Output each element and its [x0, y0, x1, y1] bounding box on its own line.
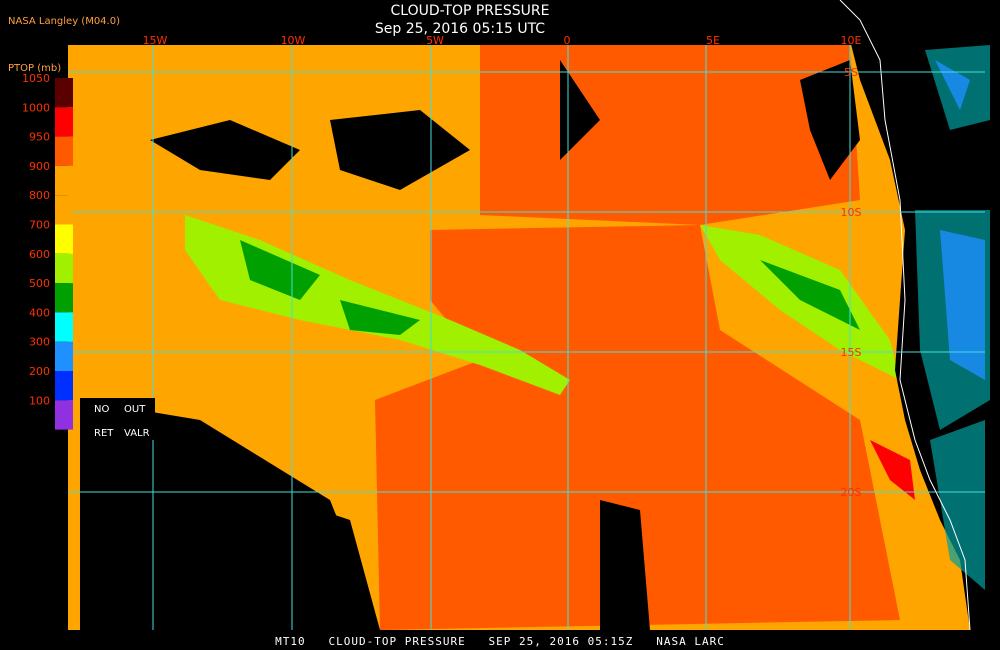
longitude-label: 5W [426, 34, 444, 47]
legend-tick-label: 1050 [22, 72, 50, 85]
longitude-label: 15W [143, 34, 168, 47]
longitude-label: 10E [841, 34, 862, 47]
legend-swatch [55, 283, 73, 313]
footer-bg [150, 633, 850, 650]
legend-swatch [55, 341, 73, 371]
legend-box: OUT [124, 404, 146, 415]
longitude-label: 10W [281, 34, 306, 47]
legend-swatch [55, 312, 73, 342]
legend-swatch [55, 224, 73, 254]
legend-title: PTOP (mb) [8, 63, 61, 74]
legend-swatch [55, 107, 73, 137]
legend-box: NO [94, 404, 109, 415]
latitude-label: 10S [841, 206, 862, 219]
legend-tick-label: 950 [29, 131, 50, 144]
legend-box: RET [94, 428, 114, 439]
graticule [68, 45, 985, 630]
longitude-label: 0 [564, 34, 571, 47]
legend-tick-label: 700 [29, 219, 50, 232]
legend-swatch [55, 78, 73, 108]
legend-tick-label: 300 [29, 336, 50, 349]
legend-swatch [55, 136, 73, 166]
latitude-label: 15S [841, 346, 862, 359]
satellite-image [68, 0, 1000, 631]
legend-tick-label: 500 [29, 277, 50, 290]
latitude-label: 20S [841, 486, 862, 499]
latitude-label: 5S [844, 66, 858, 79]
legend-tick-label: 100 [29, 394, 50, 407]
legend-swatch [55, 195, 73, 225]
legend-tick-label: 600 [29, 248, 50, 261]
legend-tick-label: 900 [29, 160, 50, 173]
legend-tick-label: 800 [29, 189, 50, 202]
legend-swatch [55, 371, 73, 401]
legend-box-bg [80, 398, 155, 440]
legend-box: VALR [124, 428, 150, 439]
legend-tick-label: 200 [29, 365, 50, 378]
legend-tick-label: 1000 [22, 101, 50, 114]
legend-tick-label: 400 [29, 306, 50, 319]
title: CLOUD-TOP PRESSURE [391, 3, 550, 19]
timestamp: Sep 25, 2016 05:15 UTC [375, 21, 545, 37]
legend-swatch [55, 400, 73, 430]
longitude-label: 5E [706, 34, 720, 47]
legend-swatch [55, 165, 73, 196]
footer: MT10 CLOUD-TOP PRESSURE SEP 25, 2016 05:… [275, 635, 725, 648]
legend-swatch [55, 253, 73, 284]
source-label: NASA Langley (M04.0) [8, 16, 120, 27]
